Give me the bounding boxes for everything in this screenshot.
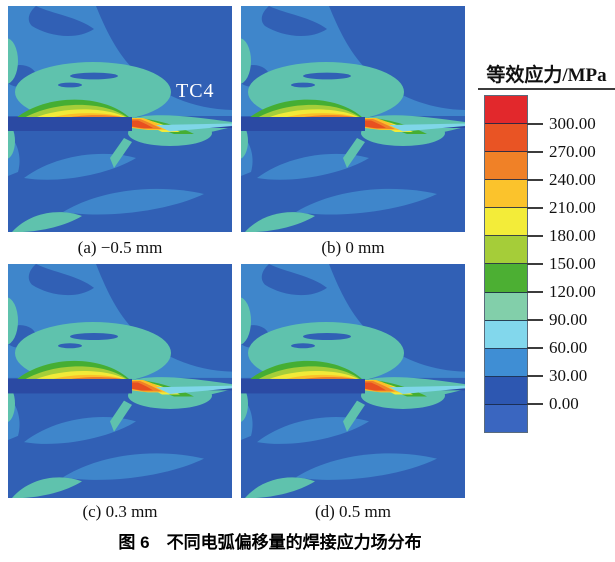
colorbar-swatch [485,348,527,377]
colorbar-tick-dash [527,291,543,293]
colorbar-swatch [485,180,527,209]
colorbar-tick-dash [527,151,543,153]
panel-caption-c: (c) 0.3 mm [82,502,158,521]
colorbar-tick-label: 150.00 [549,254,596,273]
panel-caption-a: (a) −0.5 mm [77,238,163,257]
colorbar-tick-label: 240.00 [549,170,596,189]
colorbar-tick-dash [527,319,543,321]
colorbar-tick-label: 270.00 [549,142,596,161]
colorbar-swatch [485,208,527,237]
panel-caption-b: (b) 0 mm [321,238,385,257]
panel-caption-d: (d) 0.5 mm [314,502,392,521]
colorbar-tick-dash [527,207,543,209]
colorbar-tick-label: 180.00 [549,226,596,245]
colorbar-title: 等效应力/MPa [486,65,607,86]
colorbar-ticks: 300.00 270.00 240.00 210.00 180.00 150.00 120.… [527,96,615,432]
colorbar-tick-label: 120.00 [549,282,596,301]
colorbar-swatch [485,124,527,153]
colorbar-tick-dash [527,263,543,265]
material-annotation: TC4 [176,80,215,102]
colorbar-tick-label: 90.00 [549,310,588,329]
colorbar-tick-dash [527,123,543,125]
colorbar-swatch [485,152,527,181]
stress-contour-plot-d [241,264,465,498]
colorbar-swatch [485,320,527,349]
colorbar-swatch [485,376,527,405]
colorbar-tick-dash [527,347,543,349]
colorbar [484,95,528,433]
stress-contour-plot-c [8,264,232,498]
colorbar-tick-dash [527,375,543,377]
stress-contour-plot-a [8,6,232,232]
panel-a: TC4 [8,6,232,232]
colorbar-tick-dash [527,403,543,405]
colorbar-swatch [485,292,527,321]
colorbar-tick-label: 0.00 [549,394,579,413]
panel-b [241,6,465,232]
panel-d [241,264,465,498]
colorbar-tick-label: 60.00 [549,338,588,357]
stress-contour-plot-b [241,6,465,232]
colorbar-tick-label: 30.00 [549,366,588,385]
colorbar-swatch [485,96,527,125]
colorbar-tick-dash [527,235,543,237]
colorbar-tick-dash [527,179,543,181]
colorbar-tick-label: 210.00 [549,198,596,217]
panel-c [8,264,232,498]
colorbar-swatch [485,264,527,293]
colorbar-swatch [485,236,527,265]
colorbar-tick-label: 300.00 [549,114,596,133]
colorbar-title-rule [478,88,615,90]
colorbar-swatch [485,404,527,432]
figure-caption: 图 6 不同电弧偏移量的焊接应力场分布 [118,533,422,552]
